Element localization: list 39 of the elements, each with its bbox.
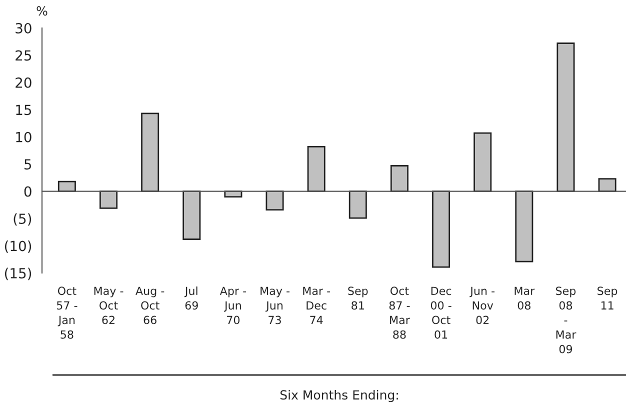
y-tick-label: (15) xyxy=(4,268,32,280)
bar xyxy=(348,190,367,219)
x-tick-label: Oct 57 - Jan 58 xyxy=(56,286,78,339)
y-tick-label: 15 xyxy=(16,104,32,116)
y-tick-label: 30 xyxy=(16,22,32,34)
x-tick-label: Sep 81 xyxy=(348,286,368,310)
x-tick-label: Mar 08 xyxy=(514,286,535,310)
x-tick-label: Oct 87 - Mar 88 xyxy=(389,286,410,339)
bar xyxy=(182,190,201,240)
bar xyxy=(556,42,575,192)
x-tick-label: Dec 00 - Oct 01 xyxy=(430,286,452,339)
bar xyxy=(58,180,76,192)
y-tick-label: 0 xyxy=(24,186,32,197)
x-tick-label: Mar - Dec 74 xyxy=(303,286,330,324)
bar xyxy=(141,112,160,192)
bar xyxy=(432,190,450,268)
x-tick-label: Jun - Nov 02 xyxy=(470,286,495,324)
bar xyxy=(307,146,326,192)
x-axis-title: Six Months Ending: xyxy=(280,390,398,402)
y-tick-label: (10) xyxy=(4,240,32,253)
bar xyxy=(598,178,616,192)
bar xyxy=(474,132,492,192)
x-tick-label: Jul 69 xyxy=(184,286,198,310)
x-tick-label: Aug - Oct 66 xyxy=(136,286,164,324)
y-tick-label: 25 xyxy=(16,50,32,61)
y-tick-label: 10 xyxy=(16,132,32,142)
x-tick-label: May - Oct 62 xyxy=(94,286,124,324)
y-tick-label: 20 xyxy=(16,77,32,88)
bar xyxy=(99,190,118,209)
y-tick-label: 5 xyxy=(24,159,32,170)
x-tick-label: Apr - Jun 70 xyxy=(220,286,246,324)
x-tick-label: May - Jun 73 xyxy=(260,286,290,324)
x-tick-label: Sep 11 xyxy=(598,286,618,310)
bar xyxy=(515,190,534,262)
y-tick-label: (5) xyxy=(14,213,32,226)
bar xyxy=(266,190,284,211)
y-axis-title: % xyxy=(36,6,48,16)
bar xyxy=(390,165,408,192)
x-tick-label: Sep 08 - Mar 09 xyxy=(556,286,576,354)
